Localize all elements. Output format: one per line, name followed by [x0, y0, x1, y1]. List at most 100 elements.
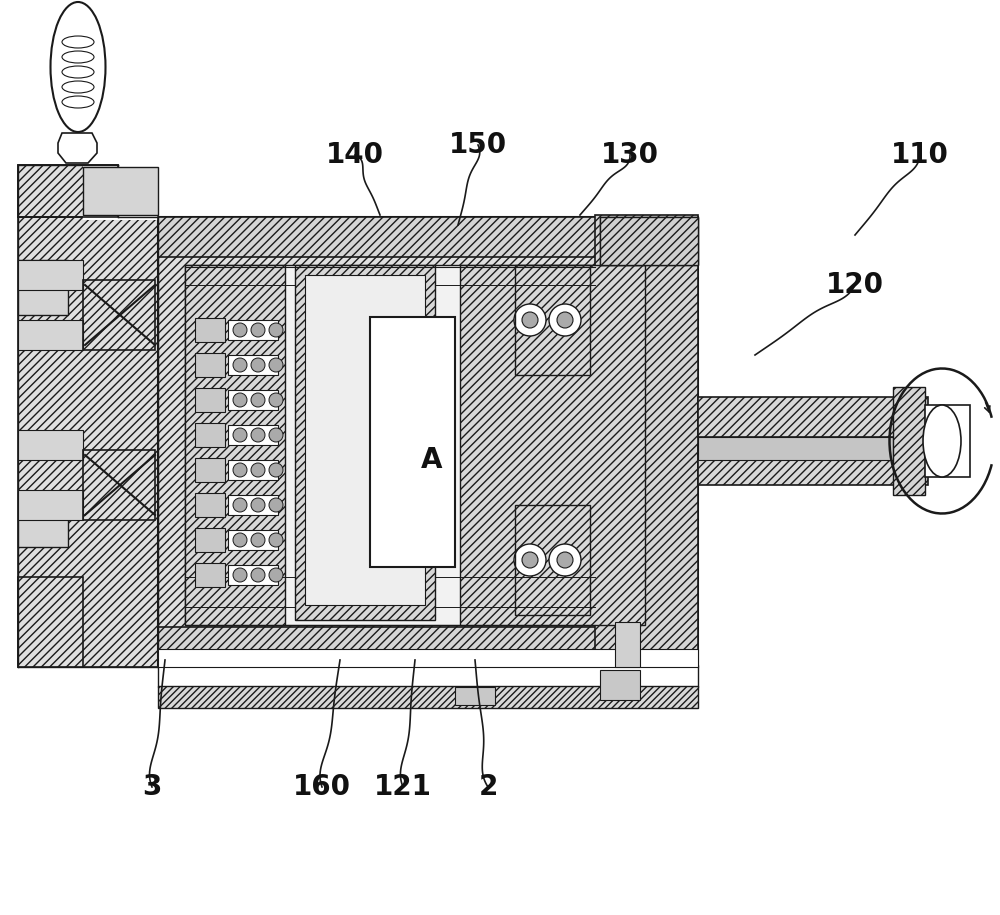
Bar — [18, 320, 83, 350]
Text: 120: 120 — [826, 271, 884, 299]
Circle shape — [251, 428, 265, 442]
Text: 121: 121 — [374, 773, 432, 801]
Bar — [18, 490, 83, 520]
Bar — [515, 505, 590, 615]
Bar — [158, 217, 698, 257]
Bar — [18, 577, 83, 667]
Circle shape — [557, 312, 573, 328]
Text: 160: 160 — [293, 773, 351, 801]
Bar — [305, 275, 425, 605]
Circle shape — [522, 552, 538, 568]
Circle shape — [549, 544, 581, 576]
Bar — [158, 665, 698, 687]
Circle shape — [251, 533, 265, 547]
Bar — [228, 425, 278, 445]
Bar — [228, 565, 278, 585]
Circle shape — [233, 323, 247, 337]
Ellipse shape — [923, 405, 961, 477]
Bar — [158, 627, 698, 667]
Bar — [195, 388, 225, 412]
Bar — [460, 265, 645, 625]
Ellipse shape — [50, 2, 106, 132]
Text: 140: 140 — [326, 141, 384, 169]
Bar — [600, 670, 640, 700]
Bar — [158, 217, 698, 667]
Bar — [18, 430, 83, 460]
Circle shape — [549, 304, 581, 336]
Text: 2: 2 — [478, 773, 498, 801]
Bar — [228, 460, 278, 480]
Bar — [18, 260, 68, 315]
Bar — [698, 397, 928, 437]
Bar — [158, 686, 698, 708]
Circle shape — [269, 323, 283, 337]
Bar — [195, 318, 225, 342]
Circle shape — [269, 463, 283, 477]
Bar — [698, 437, 893, 460]
Circle shape — [251, 568, 265, 582]
Circle shape — [233, 498, 247, 512]
Circle shape — [251, 323, 265, 337]
Bar — [18, 217, 158, 667]
Bar — [925, 405, 970, 477]
Circle shape — [269, 393, 283, 407]
Circle shape — [233, 428, 247, 442]
Circle shape — [269, 358, 283, 372]
Circle shape — [233, 393, 247, 407]
Circle shape — [269, 428, 283, 442]
Bar — [615, 622, 640, 667]
Bar — [455, 687, 495, 705]
Bar — [195, 563, 225, 587]
Bar — [600, 217, 698, 265]
Circle shape — [251, 358, 265, 372]
Circle shape — [251, 463, 265, 477]
Bar — [595, 215, 698, 667]
Circle shape — [251, 498, 265, 512]
Bar — [185, 265, 285, 625]
Circle shape — [522, 312, 538, 328]
Bar — [228, 390, 278, 410]
Bar — [195, 458, 225, 482]
Bar — [195, 528, 225, 552]
Circle shape — [233, 463, 247, 477]
Bar — [83, 167, 158, 215]
Polygon shape — [58, 133, 97, 163]
Bar — [228, 355, 278, 375]
Bar — [228, 495, 278, 515]
Bar — [195, 353, 225, 377]
Bar — [18, 260, 83, 290]
Text: 3: 3 — [142, 773, 162, 801]
Text: 130: 130 — [601, 141, 659, 169]
Bar — [18, 165, 118, 217]
Circle shape — [233, 533, 247, 547]
Bar — [195, 493, 225, 517]
Bar — [18, 165, 118, 217]
Circle shape — [233, 358, 247, 372]
Bar — [515, 265, 590, 375]
Bar — [83, 280, 155, 350]
Circle shape — [269, 533, 283, 547]
Bar — [600, 217, 698, 265]
Bar — [228, 320, 278, 340]
Circle shape — [514, 544, 546, 576]
Bar — [83, 450, 155, 520]
Bar — [158, 649, 698, 667]
Circle shape — [514, 304, 546, 336]
Bar — [228, 530, 278, 550]
Bar — [185, 265, 665, 625]
Bar — [698, 445, 928, 485]
Bar — [370, 317, 455, 567]
Text: A: A — [421, 446, 443, 474]
Circle shape — [269, 568, 283, 582]
Bar — [893, 387, 925, 495]
Bar — [295, 265, 435, 620]
Bar — [18, 492, 68, 547]
Text: 110: 110 — [891, 141, 949, 169]
Circle shape — [251, 393, 265, 407]
Circle shape — [269, 498, 283, 512]
Circle shape — [233, 568, 247, 582]
Text: 150: 150 — [449, 131, 507, 159]
Circle shape — [557, 552, 573, 568]
Bar — [195, 423, 225, 447]
Bar — [83, 165, 158, 220]
